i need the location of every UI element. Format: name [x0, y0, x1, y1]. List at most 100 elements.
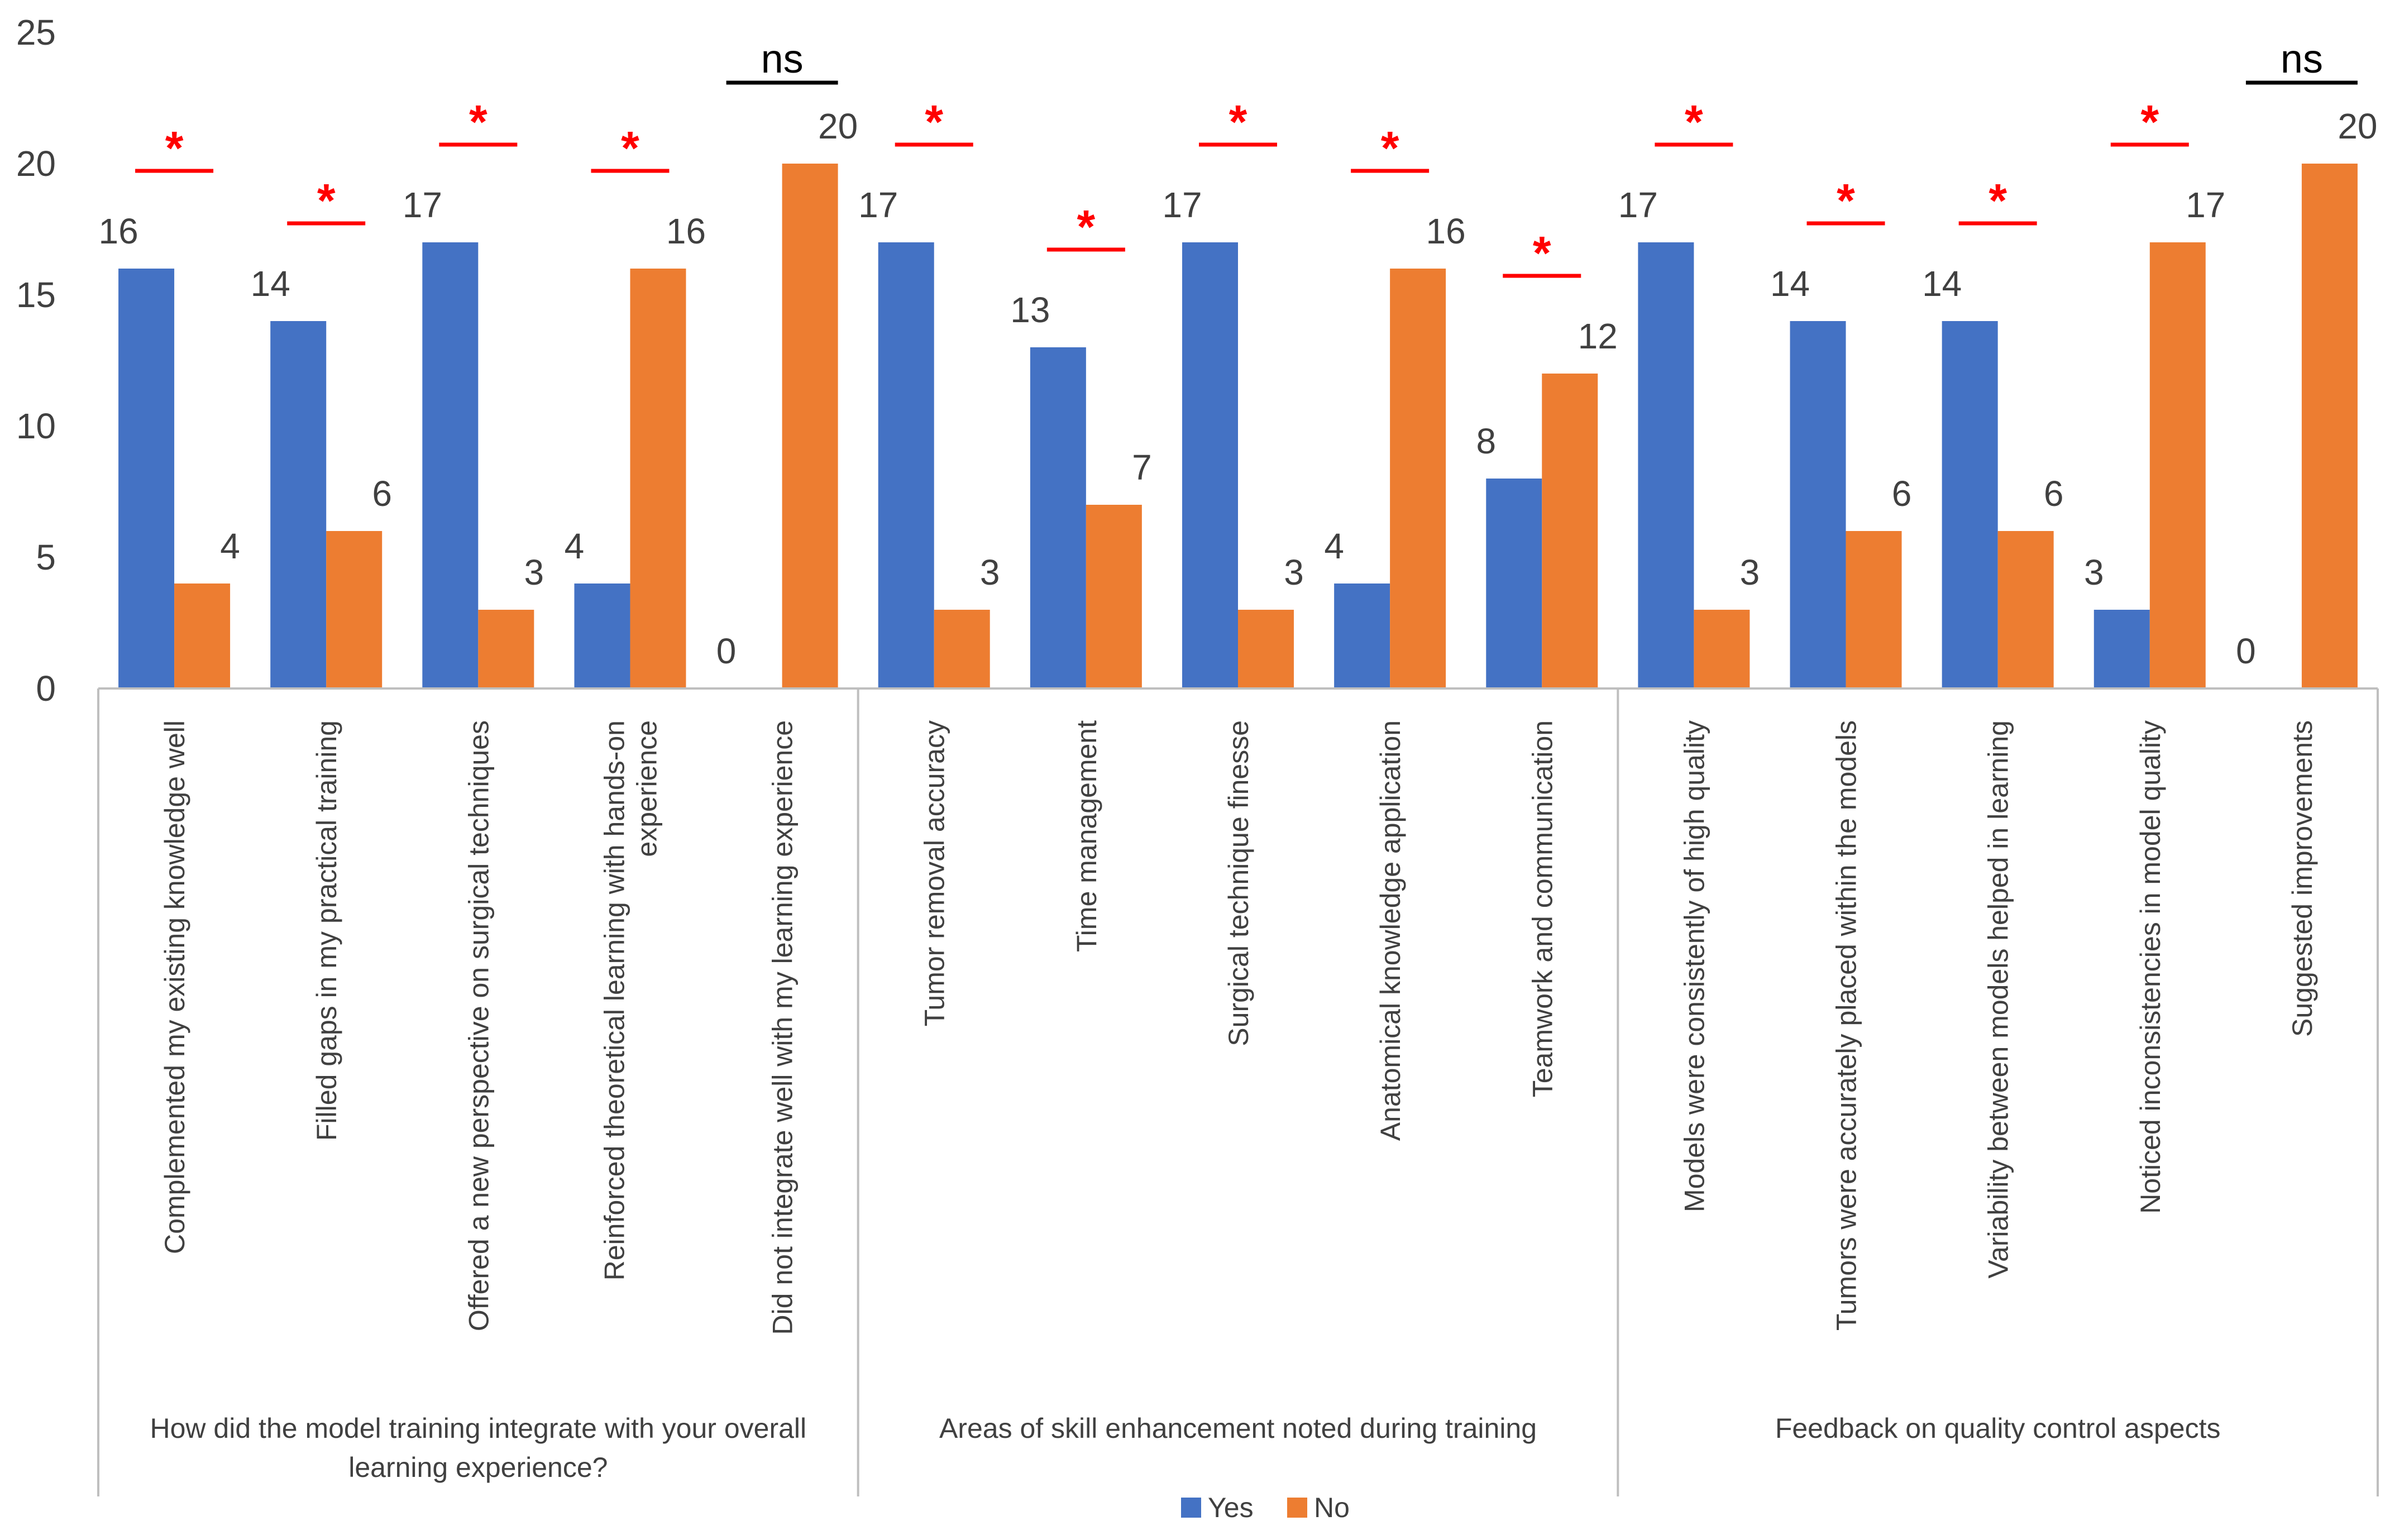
y-tick-label: 25 — [16, 12, 56, 52]
category-label-line: experience — [631, 720, 662, 857]
data-label-no: 6 — [372, 474, 392, 514]
bar-no — [1997, 531, 2054, 688]
data-label-yes: 17 — [403, 185, 442, 225]
data-label-no: 3 — [1740, 552, 1760, 592]
data-label-yes: 8 — [1476, 421, 1496, 461]
bar-yes — [1030, 347, 1086, 688]
bar-no — [478, 610, 534, 688]
bar-yes — [1638, 242, 1694, 688]
group-label-line: Feedback on quality control aspects — [1775, 1413, 2221, 1444]
data-label-yes: 14 — [1922, 264, 1962, 304]
category-label: Time management — [1071, 720, 1102, 952]
significance-star: * — [2140, 95, 2159, 148]
y-tick-label: 10 — [16, 406, 56, 446]
category-label-line: Models were consistently of high quality — [1679, 720, 1710, 1212]
bar-no — [1238, 610, 1294, 688]
data-label-yes: 0 — [2236, 631, 2256, 671]
category-label: Complemented my existing knowledge well — [159, 720, 190, 1254]
data-label-no: 16 — [1426, 211, 1466, 251]
data-label-no: 20 — [2338, 106, 2377, 146]
significance-star: * — [469, 95, 487, 148]
bar-no — [934, 610, 990, 688]
bar-no — [1086, 505, 1142, 688]
bar-yes — [1942, 321, 1998, 688]
data-label-yes: 14 — [251, 264, 290, 304]
data-label-no: 6 — [1892, 474, 1912, 514]
data-label-no: 6 — [2044, 474, 2064, 514]
bar-no — [1694, 610, 1750, 688]
data-label-no: 12 — [1578, 316, 1618, 356]
category-label: Did not integrate well with my learning … — [767, 720, 799, 1335]
y-axis: 0 5 10 15 20 25 — [16, 12, 56, 709]
bar-yes — [270, 321, 327, 688]
group-label: Areas of skill enhancement noted during … — [939, 1413, 1537, 1444]
y-tick-label: 15 — [16, 275, 56, 315]
group-label-line: How did the model training integrate wit… — [150, 1413, 807, 1444]
bar-no — [174, 584, 231, 688]
x-axis: Complemented my existing knowledge well F… — [97, 687, 2379, 1496]
bar-no — [630, 269, 686, 688]
category-label-line: Variability between models helped in lea… — [1983, 720, 2014, 1279]
data-label-yes: 0 — [716, 631, 737, 671]
category-label-line: Teamwork and communication — [1527, 720, 1558, 1097]
significance-star: * — [925, 95, 943, 148]
data-label-yes: 4 — [565, 526, 585, 566]
legend-swatch-yes — [1181, 1498, 1201, 1518]
category-label: Teamwork and communication — [1527, 720, 1558, 1097]
category-label-line: Reinforced theoretical learning with han… — [599, 720, 630, 1280]
significance-star: * — [1685, 95, 1703, 148]
bar-yes — [1486, 479, 1542, 688]
category-label: Tumor removal accuracy — [919, 720, 950, 1026]
significance-star: * — [1989, 174, 2007, 227]
bar-no — [2149, 242, 2206, 688]
data-label-yes: 3 — [2084, 552, 2104, 592]
category-label-line: Filled gaps in my practical training — [311, 720, 342, 1141]
bar-yes — [1182, 242, 1238, 688]
data-label-no: 3 — [1284, 552, 1304, 592]
bar-yes — [2093, 610, 2150, 688]
bar-no — [1390, 269, 1446, 688]
category-label: Surgical technique finesse — [1223, 720, 1254, 1046]
bar-yes — [422, 242, 479, 688]
data-label-yes: 16 — [98, 211, 138, 251]
data-label-no: 4 — [220, 526, 240, 566]
legend-swatch-no — [1287, 1498, 1307, 1518]
group-label-line: learning experience? — [348, 1452, 608, 1483]
data-label-no: 7 — [1132, 447, 1152, 487]
category-label: Filled gaps in my practical training — [311, 720, 342, 1141]
bars-layer: 1641461734160201731371734168121731461463… — [98, 106, 2378, 688]
category-label-line: Tumors were accurately placed within the… — [1831, 720, 1862, 1331]
data-label-no: 16 — [666, 211, 706, 251]
category-label-line: Did not integrate well with my learning … — [767, 720, 799, 1335]
category-label-line: Complemented my existing knowledge well — [159, 720, 190, 1254]
category-label-line: Surgical technique finesse — [1223, 720, 1254, 1046]
y-tick-label: 5 — [36, 537, 56, 577]
significance-star: * — [317, 174, 336, 227]
data-label-yes: 17 — [1618, 185, 1658, 225]
category-label-line: Time management — [1071, 720, 1102, 952]
category-label: Variability between models helped in lea… — [1983, 720, 2014, 1279]
data-label-no: 20 — [818, 106, 858, 146]
bar-no — [1542, 374, 1598, 688]
significance-star: * — [165, 122, 184, 174]
group-label-line: Areas of skill enhancement noted during … — [939, 1413, 1537, 1444]
bar-yes — [118, 269, 175, 688]
data-label-yes: 17 — [1162, 185, 1202, 225]
data-label-yes: 14 — [1770, 264, 1810, 304]
category-label-line: Offered a new perspective on surgical te… — [463, 720, 494, 1331]
significance-layer: * * * * ns * * * * * * * * * ns — [135, 37, 2358, 279]
data-label-yes: 13 — [1010, 290, 1050, 330]
group-label: How did the model training integrate wit… — [150, 1413, 807, 1483]
bar-no — [782, 164, 838, 688]
bar-no — [326, 531, 383, 688]
bar-no — [2301, 164, 2358, 688]
legend: Yes No — [1181, 1492, 1350, 1523]
bar-yes — [574, 584, 630, 688]
significance-star: * — [1077, 200, 1096, 253]
y-tick-label: 0 — [36, 668, 56, 709]
category-label-line: Noticed inconsistencies in model quality — [2135, 720, 2166, 1214]
significance-star: * — [621, 122, 639, 174]
legend-label-yes: Yes — [1208, 1492, 1254, 1523]
bar-yes — [878, 242, 934, 688]
